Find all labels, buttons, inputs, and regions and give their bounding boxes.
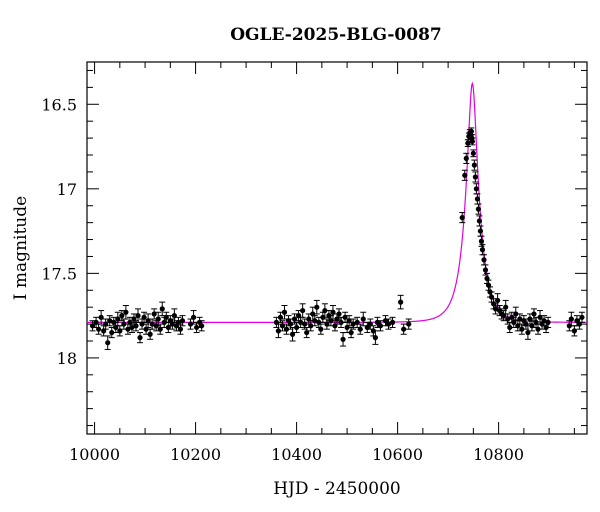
data-point [350,318,357,330]
data-point [485,279,492,291]
y-tick-label: 18 [57,349,77,368]
data-point [480,254,487,266]
data-point [275,323,282,339]
data-point [106,315,113,327]
data-point [397,294,404,310]
data-point [122,304,129,320]
data-point [135,308,142,323]
data-point [301,318,308,330]
y-tick-label: 16.5 [41,95,77,114]
data-point [313,299,320,315]
data-point [179,315,186,327]
data-point [472,171,479,183]
tick-labels: 10000 10200 10400 10600 10800 16.5 17 17.5 18 [41,95,524,464]
data-point [475,203,482,215]
data-point [372,330,379,345]
data-point [193,321,200,334]
data-point [479,244,486,256]
x-tick-label: 10800 [473,445,524,464]
data-point [317,323,324,335]
data-point [141,311,148,323]
data-point [463,152,470,164]
x-tick-label: 10600 [372,445,423,464]
data-point [469,137,476,146]
x-tick-label: 10200 [170,445,221,464]
data-point [190,310,197,325]
data-point [137,332,144,344]
plot-frame [86,61,588,435]
data-point [293,321,300,334]
data-point [377,320,384,332]
data-point [478,235,485,247]
data-point [405,318,412,330]
axis-ticks [87,62,587,434]
x-axis-label: HJD - 2450000 [273,479,401,499]
data-point [578,311,585,323]
data-point [338,316,345,328]
data-point [307,320,314,332]
data-point [400,323,407,335]
data-point [545,316,552,328]
x-tick-label: 10000 [69,445,120,464]
y-tick-label: 17.5 [41,264,77,283]
data-point [459,211,466,224]
data-point [360,311,367,327]
data-point [571,325,578,337]
data-point [198,320,205,332]
data-points [89,127,585,350]
data-point [389,316,396,328]
data-point [504,313,511,325]
data-point [470,149,477,158]
data-point [516,313,523,325]
data-point [311,315,318,327]
data-point [568,311,575,327]
data-point [321,303,328,318]
model-curve [87,81,587,323]
y-tick-label: 17 [57,180,77,199]
data-point [104,335,111,350]
data-point [374,316,381,328]
data-point [145,313,152,328]
data-point [357,323,364,335]
data-point [118,310,125,322]
x-tick-label: 10400 [271,445,322,464]
data-point [461,169,468,181]
data-point [159,301,166,317]
chart-title: OGLE-2025-BLG-0087 [230,25,442,45]
plot-area [86,61,588,435]
data-point [155,311,162,327]
data-point [471,159,478,171]
data-point [340,332,347,347]
data-point [385,318,392,330]
data-point [530,308,537,320]
data-point [512,306,519,322]
y-axis-label: I magnitude [11,196,31,300]
data-point [482,264,489,276]
data-point [299,303,306,318]
data-point [281,304,288,320]
data-point [98,310,105,325]
